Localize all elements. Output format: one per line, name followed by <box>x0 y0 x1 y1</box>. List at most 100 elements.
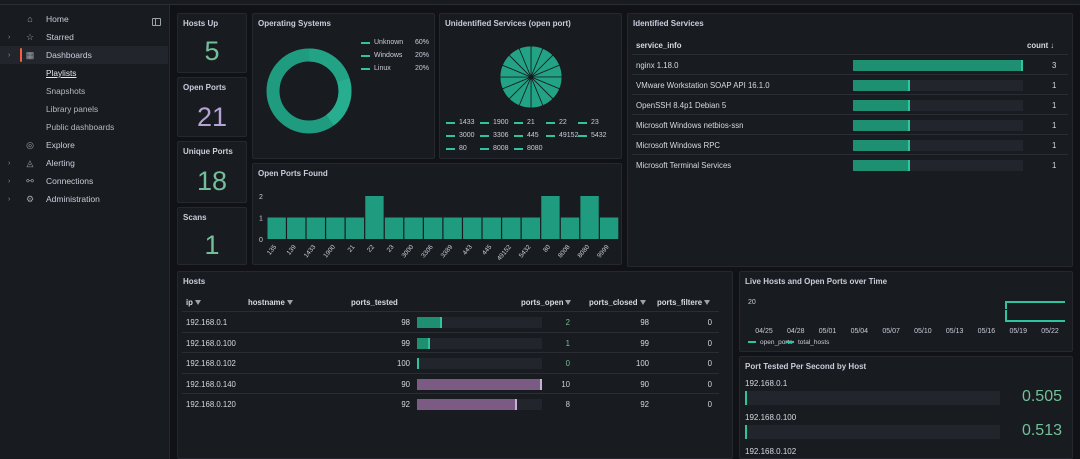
column-header-ports-closed[interactable]: ports_closed <box>589 298 646 307</box>
legend-swatch <box>514 121 523 124</box>
sidebar-item-library-panels[interactable]: Library panels <box>0 100 168 118</box>
bar[interactable] <box>541 196 560 239</box>
table-row[interactable]: 192.168.0.120 92 8 92 0 <box>182 393 719 413</box>
filter-icon[interactable] <box>194 299 201 306</box>
legend-item-port[interactable]: 80 <box>446 145 467 152</box>
legend-label[interactable]: open_ports <box>760 339 793 346</box>
host-ip: 192.168.0.1 <box>186 318 228 327</box>
sidebar: ⌂ Home › ☆ Starred › ▦ Dashboards Playlists Snaps… <box>0 5 170 459</box>
legend-label[interactable]: total_hosts <box>798 339 830 346</box>
sidebar-item-snapshots[interactable]: Snapshots <box>0 82 168 100</box>
table-row[interactable]: 192.168.0.102 100 0 100 0 <box>182 352 719 372</box>
column-header-label: ports_tested <box>351 298 398 307</box>
chevron-right-icon[interactable]: › <box>8 195 11 203</box>
chevron-right-icon[interactable]: › <box>8 51 11 59</box>
legend-item-windows[interactable]: Windows 20% <box>361 52 431 59</box>
legend-item-port[interactable]: 8008 <box>480 145 509 152</box>
legend-item-port[interactable]: 49152 <box>546 132 578 139</box>
sidebar-item-starred[interactable]: › ☆ Starred <box>0 28 168 46</box>
bar[interactable] <box>521 217 541 240</box>
bar[interactable] <box>404 217 423 240</box>
bar[interactable] <box>365 196 384 239</box>
filter-icon[interactable] <box>639 299 646 306</box>
legend-item-port[interactable]: 21 <box>514 119 535 126</box>
top-bar <box>0 0 1080 5</box>
sidebar-item-dashboards[interactable]: › ▦ Dashboards <box>0 46 168 64</box>
legend-item-port[interactable]: 5432 <box>578 132 607 139</box>
table-row[interactable]: Microsoft Windows RPC 1 <box>632 134 1068 154</box>
legend-item-port[interactable]: 1433 <box>446 119 475 126</box>
sidebar-item-public-dashboards[interactable]: Public dashboards <box>0 118 168 136</box>
grid-icon: ▦ <box>25 49 35 60</box>
dock-menu-icon[interactable] <box>152 18 161 26</box>
column-header-ports-filtered[interactable]: ports_filtere <box>657 298 711 307</box>
bar[interactable] <box>599 217 619 240</box>
table-row[interactable]: 192.168.0.100 99 1 99 0 <box>182 331 719 352</box>
x-tick-label: 21 <box>347 243 357 253</box>
bar[interactable] <box>463 217 482 240</box>
bar[interactable] <box>345 217 365 240</box>
chevron-right-icon[interactable]: › <box>8 33 11 41</box>
table-row[interactable]: 192.168.0.1 98 2 98 0 <box>182 311 719 331</box>
column-header-ports-open[interactable]: ports_open <box>521 298 572 307</box>
table-row[interactable]: 192.168.0.140 90 10 90 0 <box>182 372 719 393</box>
chevron-right-icon[interactable]: › <box>8 159 11 167</box>
filter-icon[interactable] <box>286 299 293 306</box>
bar[interactable] <box>306 217 325 240</box>
sidebar-item-connections[interactable]: › ⚯ Connections <box>0 172 168 190</box>
bar[interactable] <box>384 217 404 240</box>
bar[interactable] <box>423 217 443 240</box>
service-name: Microsoft Windows RPC <box>636 141 721 150</box>
series-open-ports-line[interactable] <box>1005 301 1065 309</box>
column-header-service-info[interactable]: service_info <box>636 41 682 50</box>
ports-filtered-value: 0 <box>707 338 712 348</box>
legend-item-port[interactable]: 23 <box>578 119 599 126</box>
live-hosts-panel: Live Hosts and Open Ports over Time 20 04… <box>739 271 1073 352</box>
column-header-ports-tested[interactable]: ports_tested <box>351 298 398 307</box>
column-header-hostname[interactable]: hostname <box>248 298 293 307</box>
table-row[interactable]: Microsoft Windows netbios-ssn 1 <box>632 114 1068 134</box>
table-row[interactable]: OpenSSH 8.4p1 Debian 5 1 <box>632 94 1068 114</box>
column-header-count[interactable]: count ↓ <box>1027 41 1054 50</box>
filter-icon[interactable] <box>704 299 711 306</box>
count-value: 1 <box>1052 101 1057 110</box>
bar[interactable] <box>482 217 501 240</box>
sidebar-item-playlists[interactable]: Playlists <box>0 64 168 82</box>
legend-item-unknown[interactable]: Unknown 60% <box>361 39 431 46</box>
column-header-ip[interactable]: ip <box>186 298 201 307</box>
sidebar-item-administration[interactable]: › ⚙ Administration <box>0 190 168 208</box>
table-row[interactable]: Microsoft Terminal Services 1 <box>632 154 1068 174</box>
pie-slice[interactable] <box>518 45 532 78</box>
filter-icon[interactable] <box>565 299 572 306</box>
sidebar-item-alerting[interactable]: › ◬ Alerting <box>0 154 168 172</box>
legend-item-port[interactable]: 3000 <box>446 132 475 139</box>
bar[interactable] <box>443 217 462 240</box>
legend-item-linux[interactable]: Linux 20% <box>361 65 431 72</box>
table-row[interactable]: VMware Workstation SOAP API 16.1.0 1 <box>632 74 1068 94</box>
series-total-hosts-line[interactable] <box>1005 310 1065 322</box>
bar[interactable] <box>326 217 345 240</box>
operating-systems-panel: Operating Systems Unknown 60% Windows 20% Li… <box>252 13 435 159</box>
bar[interactable] <box>580 196 599 239</box>
bar[interactable] <box>502 217 521 240</box>
legend-percent: 20% <box>415 52 430 59</box>
sidebar-item-home[interactable]: ⌂ Home <box>0 10 168 28</box>
legend-item-port[interactable]: 3306 <box>480 132 509 139</box>
legend-item-port[interactable]: 445 <box>514 132 539 139</box>
legend-item-port[interactable]: 8080 <box>514 145 543 152</box>
ports-open-value: 8 <box>565 400 570 409</box>
bar[interactable] <box>560 217 580 240</box>
live-hosts-line-chart: 20 04/25 04/28 05/01 05/04 05/07 05/10 05/13 05/… <box>748 299 1065 346</box>
legend-item-port[interactable]: 22 <box>546 119 567 126</box>
chevron-right-icon[interactable]: › <box>8 177 11 185</box>
table-row[interactable]: nginx 1.18.0 3 <box>632 54 1068 74</box>
ports-closed-value: 92 <box>640 400 649 409</box>
ports-tested-value: 99 <box>401 338 410 348</box>
bar[interactable] <box>287 217 306 240</box>
pps-host-label: 192.168.0.1 <box>745 379 788 388</box>
legend-swatch <box>361 41 370 44</box>
ports-tested-value: 100 <box>396 359 410 368</box>
sidebar-item-explore[interactable]: ◎ Explore <box>0 136 168 154</box>
bar[interactable] <box>267 217 286 240</box>
legend-item-port[interactable]: 1900 <box>480 119 509 126</box>
